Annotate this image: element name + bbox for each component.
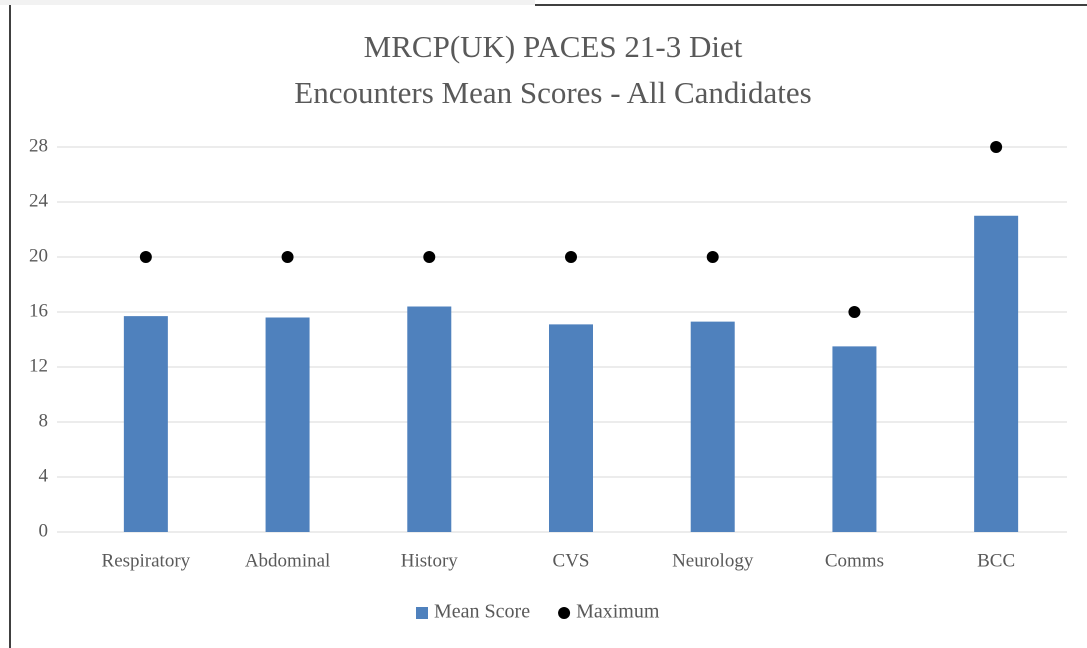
bar [974,215,1019,532]
bar [265,317,310,532]
bar [690,321,735,532]
bar [407,306,452,532]
x-tick-label: CVS [553,550,590,571]
chart-title: Encounters Mean Scores - All Candidates [294,75,811,110]
legend-swatch [558,607,571,619]
y-tick-label: 12 [29,355,48,376]
x-tick-label: Respiratory [102,550,191,571]
marker-dot [990,141,1003,153]
y-tick-label: 20 [29,245,48,266]
marker-dot [565,251,577,263]
bar [123,316,168,532]
legend-swatch [416,607,428,619]
marker-dot [848,306,861,318]
chart-title: MRCP(UK) PACES 21-3 Diet [364,29,743,64]
bar [832,346,877,532]
x-tick-label: Comms [825,550,884,571]
legend-label: Mean Score [434,601,530,623]
window-edge [0,0,535,5]
marker-dot [423,251,436,263]
y-tick-label: 28 [29,135,48,156]
y-tick-label: 16 [29,300,48,321]
x-tick-label: History [401,550,459,571]
marker-dot [706,251,719,263]
x-tick-label: Neurology [672,550,754,571]
y-tick-label: 0 [39,520,49,541]
marker-dot [281,251,294,263]
legend-label: Maximum [576,601,660,623]
x-tick-label: BCC [977,550,1015,571]
x-tick-label: Abdominal [245,550,331,571]
y-tick-label: 4 [39,465,49,486]
y-tick-label: 8 [39,410,49,431]
y-tick-label: 24 [29,190,49,211]
bar [549,324,593,532]
marker-dot [139,251,152,263]
